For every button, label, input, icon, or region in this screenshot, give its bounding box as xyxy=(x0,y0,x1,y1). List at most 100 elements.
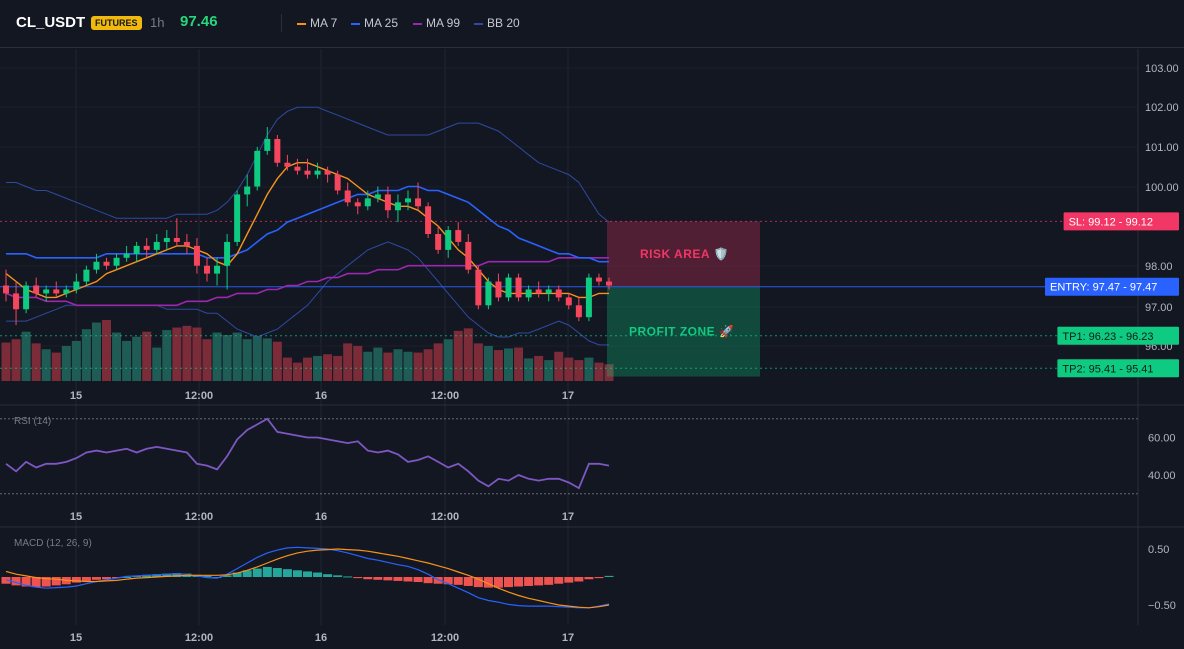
volume-bar xyxy=(21,331,31,381)
symbol-name[interactable]: CL_USDT xyxy=(16,14,86,31)
time-tick-label: 15 xyxy=(70,390,82,402)
macd-histogram-bar xyxy=(393,577,403,581)
volume-bar xyxy=(413,352,423,381)
candle-body xyxy=(53,289,60,294)
price-tick-label: 100.00 xyxy=(1145,182,1179,194)
candle-body xyxy=(274,138,281,163)
candle-body xyxy=(163,237,170,242)
candle-body xyxy=(113,257,120,266)
candle-body xyxy=(234,194,241,242)
volume-bar xyxy=(272,341,282,381)
volume-bar xyxy=(353,345,363,381)
macd-histogram-bar xyxy=(524,577,534,586)
volume-bar xyxy=(102,320,111,381)
candle-body xyxy=(63,289,70,294)
candle-body xyxy=(606,281,612,286)
level-tag-label: TP2: 95.41 - 95.41 xyxy=(1062,363,1153,375)
volume-bar xyxy=(473,343,483,381)
candle-body xyxy=(133,245,140,254)
volume-bar xyxy=(303,357,312,381)
candle-body xyxy=(23,285,30,310)
candle-body xyxy=(415,198,422,207)
level-tag xyxy=(1057,326,1179,345)
candle-body xyxy=(505,277,512,298)
volume-bar xyxy=(162,330,172,381)
candle-body xyxy=(244,186,251,195)
time-tick-label: 12:00 xyxy=(431,511,459,523)
legend-swatch xyxy=(413,22,422,25)
legend-ma7[interactable]: MA 7 xyxy=(297,16,337,30)
time-tick-label: 17 xyxy=(562,632,574,644)
candle-body xyxy=(334,174,341,191)
volume-bar xyxy=(1,342,11,381)
volume-bar xyxy=(393,349,403,381)
level-tag-label: ENTRY: 97.47 - 97.47 xyxy=(1050,282,1157,294)
macd-histogram-bar xyxy=(604,575,614,577)
volume-bar xyxy=(122,340,132,381)
macd-histogram-bar xyxy=(323,574,333,577)
macd-histogram-bar xyxy=(162,573,172,577)
volume-bar xyxy=(433,343,443,381)
macd-histogram-bar xyxy=(122,577,132,578)
volume-bar xyxy=(132,336,142,381)
time-tick-label: 16 xyxy=(315,632,327,644)
risk-area-zone xyxy=(607,221,760,287)
legend-ma99[interactable]: MA 99 xyxy=(413,16,460,30)
rsi-title: RSI (14) xyxy=(14,416,51,427)
macd-histogram-bar xyxy=(534,577,544,586)
futures-badge: FUTURES xyxy=(91,16,142,30)
candle-body xyxy=(354,202,361,207)
macd-histogram-bar xyxy=(313,572,323,577)
chart-header: CL_USDT FUTURES 1h 97.46 MA 7 MA 25 MA 9… xyxy=(0,0,1184,48)
volume-bars xyxy=(1,320,614,381)
price-tick-label: 97.00 xyxy=(1145,302,1173,314)
legend-swatch xyxy=(297,22,306,25)
axes: 103.00102.00101.00100.0098.0097.0096.001… xyxy=(0,49,1184,644)
candle-body xyxy=(314,170,321,175)
macd-histogram-bar xyxy=(413,577,423,583)
macd-histogram-bar xyxy=(564,577,574,583)
rsi-panel: RSI (14) 60.00 40.00 xyxy=(0,416,1176,495)
candle-body xyxy=(525,289,532,298)
volume-bar xyxy=(544,360,554,381)
macd-histogram-bar xyxy=(423,577,433,584)
candle-body xyxy=(515,277,522,298)
macd-histogram-bar xyxy=(453,577,463,585)
volume-bar xyxy=(483,345,493,381)
candle-body xyxy=(575,305,582,318)
last-price: 97.46 xyxy=(180,13,218,30)
volume-bar xyxy=(252,335,262,381)
candle-body xyxy=(13,293,20,310)
volume-bar xyxy=(282,357,292,381)
macd-histogram-bar xyxy=(373,577,383,580)
candle-body xyxy=(475,269,482,306)
time-tick-label: 15 xyxy=(70,511,82,523)
volume-bar xyxy=(463,328,473,381)
time-tick-label: 16 xyxy=(315,511,327,523)
candle-body xyxy=(264,138,271,151)
macd-histogram-bar xyxy=(262,566,272,577)
macd-histogram-bar xyxy=(443,577,453,585)
candlesticks xyxy=(3,127,612,326)
volume-bar xyxy=(443,339,453,381)
legend-bb20[interactable]: BB 20 xyxy=(474,16,520,30)
volume-bar xyxy=(112,332,122,381)
macd-histogram-bar xyxy=(493,577,503,588)
macd-tick-label: −0.50 xyxy=(1148,600,1176,612)
volume-bar xyxy=(584,357,594,381)
volume-bar xyxy=(292,362,302,381)
macd-histogram-bar xyxy=(483,577,493,588)
legend-ma25[interactable]: MA 25 xyxy=(351,16,398,30)
macd-histogram-bar xyxy=(242,570,252,577)
candle-body xyxy=(153,241,160,250)
timeframe-selector[interactable]: 1h xyxy=(150,15,165,30)
legend-label: BB 20 xyxy=(487,16,520,30)
volume-bar xyxy=(61,345,71,381)
volume-bar xyxy=(152,347,162,381)
macd-line xyxy=(5,546,610,609)
macd-histogram-bar xyxy=(594,577,604,579)
volume-bar xyxy=(403,351,413,381)
macd-histogram-bar xyxy=(11,577,21,586)
candle-body xyxy=(143,245,150,250)
